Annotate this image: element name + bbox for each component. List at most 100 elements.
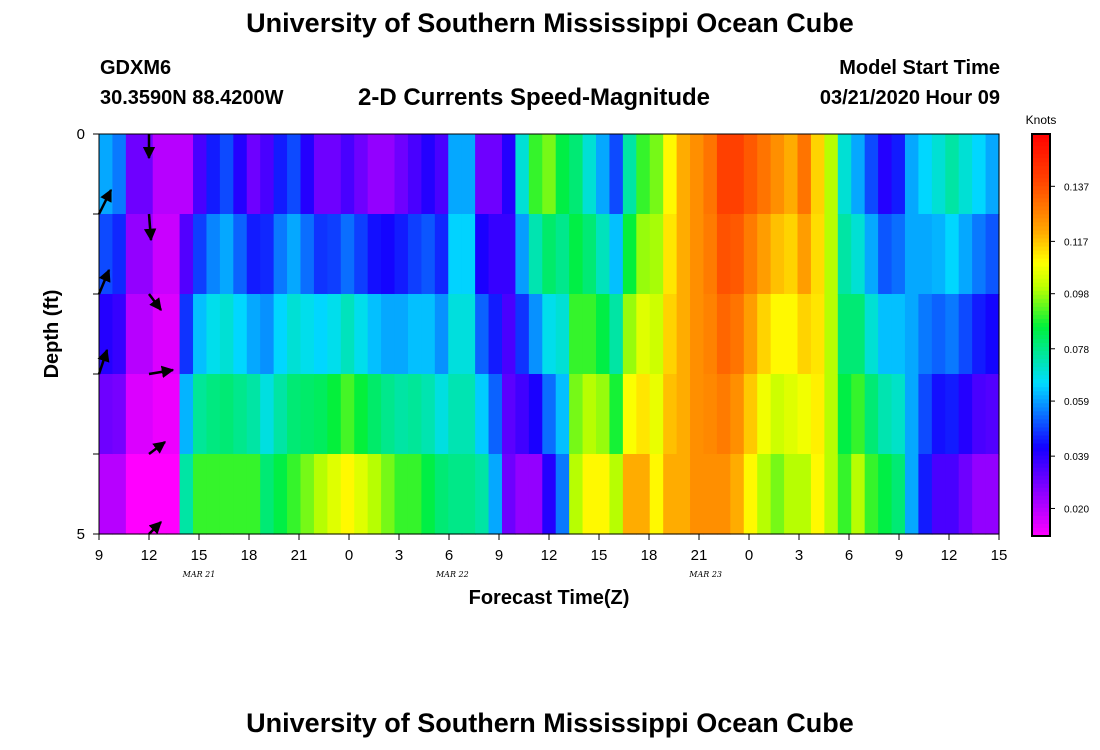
heatmap-cell (327, 374, 342, 455)
heatmap-cell (904, 374, 919, 455)
heatmap-cell (663, 454, 678, 535)
heatmap-cell (125, 294, 140, 375)
heatmap-cell (260, 134, 275, 215)
heatmap-cell (676, 294, 691, 375)
colorbar-segment (1032, 435, 1050, 441)
heatmap-cell (381, 454, 396, 535)
heatmap-cell (515, 454, 530, 535)
heatmap-cell (407, 294, 422, 375)
colorbar-segment (1032, 387, 1050, 392)
heatmap-cell (112, 294, 127, 375)
colorbar-tick-label: 0.137 (1064, 182, 1089, 193)
heatmap-cell (864, 294, 879, 375)
colorbar-segment (1032, 351, 1050, 356)
colorbar-segment (1032, 146, 1050, 151)
heatmap-cell (421, 294, 436, 375)
heatmap-cell (864, 134, 879, 215)
colorbar-segment (1032, 290, 1050, 296)
x-tick-label: 9 (895, 547, 903, 564)
y-tick-label: 5 (77, 526, 85, 543)
x-tick-label: 9 (95, 547, 103, 564)
heatmap-cell (125, 454, 140, 535)
heatmap-cell (716, 214, 731, 295)
heatmap-cell (958, 294, 973, 375)
heatmap-cell (434, 214, 449, 295)
colorbar-segment (1032, 186, 1050, 191)
colorbar-segment (1032, 218, 1050, 224)
heatmap-cell (421, 454, 436, 535)
heatmap-cell (636, 374, 651, 455)
heatmap-cell (837, 294, 852, 375)
heatmap-cell (985, 454, 1000, 535)
heatmap-cell (582, 134, 597, 215)
heatmap-cell (676, 214, 691, 295)
heatmap-cell (367, 294, 382, 375)
heatmap-cell (421, 134, 436, 215)
colorbar-segment (1032, 367, 1050, 372)
heatmap-cell (596, 454, 611, 535)
heatmap-cell (703, 454, 718, 535)
heatmap-cell (824, 294, 839, 375)
colorbar-segment (1032, 415, 1050, 421)
heatmap-cell (743, 134, 758, 215)
colorbar-segment (1032, 347, 1050, 352)
colorbar-segment (1032, 447, 1050, 453)
colorbar-segment (1032, 322, 1050, 328)
heatmap-cell (475, 214, 490, 295)
heatmap-cell (555, 214, 570, 295)
heatmap-cell (797, 134, 812, 215)
heatmap-cell (891, 374, 906, 455)
current-vectors (97, 134, 175, 535)
heatmap-cell (166, 134, 181, 215)
y-tick-label: 0 (77, 126, 85, 143)
heatmap-cell (985, 134, 1000, 215)
heatmap-cell (354, 454, 369, 535)
heatmap-cell (193, 454, 208, 535)
heatmap-cell (878, 374, 893, 455)
heatmap-cell (918, 214, 933, 295)
colorbar-segment (1032, 170, 1050, 175)
heatmap-cell (327, 134, 342, 215)
y-axis: 05 (77, 126, 99, 543)
heatmap-cell (864, 454, 879, 535)
heatmap-cell (407, 454, 422, 535)
heatmap-cell (219, 214, 234, 295)
heatmap-cell (233, 374, 248, 455)
heatmap-cell (381, 374, 396, 455)
heatmap-cell (985, 214, 1000, 295)
heatmap-cell (904, 214, 919, 295)
heatmap-cell (609, 214, 624, 295)
heatmap-cell (475, 374, 490, 455)
heatmap-cell (206, 294, 221, 375)
x-tick-label: 18 (241, 547, 258, 564)
heatmap-cell (904, 134, 919, 215)
colorbar-segment (1032, 403, 1050, 408)
x-tick-label: 9 (495, 547, 503, 564)
colorbar-segment (1032, 222, 1050, 228)
heatmap-cell (515, 214, 530, 295)
heatmap-cell (596, 374, 611, 455)
heatmap-cell (394, 134, 409, 215)
heatmap-cell (730, 294, 745, 375)
heatmap-cell (851, 374, 866, 455)
x-axis: 9 12 15 18 21 0 3 6 9 12 15 18 21 0 3 6 9 12 15 MAR 21 MAR 2… (95, 534, 1007, 579)
heatmap-cell (394, 374, 409, 455)
heatmap-cell (663, 134, 678, 215)
heatmap-cell (327, 454, 342, 535)
heatmap-cell (851, 134, 866, 215)
heatmap-cell (313, 294, 328, 375)
heatmap-cell (99, 454, 114, 535)
colorbar-segment (1032, 519, 1050, 525)
heatmap-cell (246, 294, 261, 375)
heatmap-cell (300, 454, 315, 535)
heatmap-cell (219, 294, 234, 375)
heatmap-cell (609, 134, 624, 215)
heatmap-cell (233, 214, 248, 295)
heatmap-cell (703, 294, 718, 375)
heatmap-cell (313, 374, 328, 455)
heatmap-cell (770, 134, 785, 215)
heatmap-cell (730, 214, 745, 295)
heatmap-cell (891, 454, 906, 535)
heatmap-cell (394, 214, 409, 295)
heatmap-cell (985, 374, 1000, 455)
